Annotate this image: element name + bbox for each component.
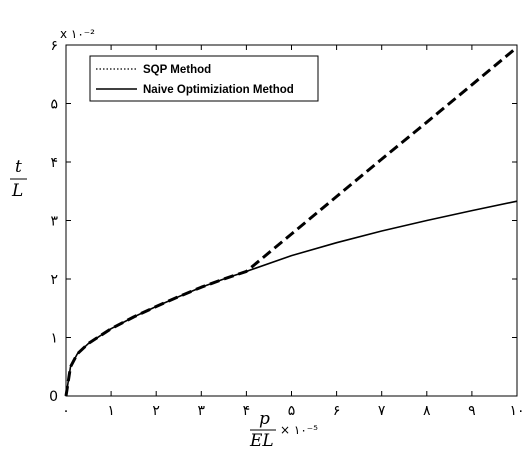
- series-lines: [64, 46, 518, 397]
- legend-label-naive: Naive Optimiziation Method: [143, 84, 294, 96]
- x-label-numerator: p: [259, 409, 270, 429]
- y-tick-label: ۴: [50, 155, 58, 171]
- x-tick-label: ۸: [423, 403, 431, 419]
- x-axis-label: p EL × ۱۰⁻⁵: [249, 409, 318, 450]
- axis-ticks: ۰ ۱ ۲ ۳ ۴ ۵ ۶ ۷ ۸ ۹ ۱۰ 0 ۱ ۲ ۳ ۴ ۵ ۶: [49, 38, 522, 419]
- y-tick-label: ۵: [50, 97, 58, 113]
- legend: SQP Method Naive Optimiziation Method: [89, 55, 319, 102]
- legend-box: [89, 55, 319, 102]
- x-label-multiplier: × ۱۰⁻⁵: [280, 423, 318, 437]
- x-tick-label: ۴: [243, 403, 251, 419]
- x-tick-label: ۳: [198, 403, 206, 419]
- y-tick-label: ۲: [50, 272, 58, 288]
- y-tick-label: ۶: [50, 38, 58, 54]
- series-line-1: [65, 200, 518, 397]
- y-multiplier: x ۱۰⁻²: [60, 27, 95, 41]
- x-tick-label: ۰: [62, 403, 70, 419]
- x-tick-label: ۱: [107, 403, 115, 419]
- x-tick-label: ۱۰: [509, 403, 522, 419]
- y-label-numerator: t: [15, 157, 22, 177]
- x-tick-label: ۶: [333, 403, 341, 419]
- y-tick-label: ۱: [50, 331, 58, 347]
- y-axis-label: t L: [10, 157, 27, 201]
- x-tick-label: ۲: [152, 403, 160, 419]
- legend-label-sqp: SQP Method: [143, 64, 211, 76]
- y-tick-label: 0: [49, 389, 58, 405]
- x-tick-label: ۷: [378, 403, 386, 419]
- y-tick-label: ۳: [50, 214, 58, 230]
- x-label-denominator: EL: [249, 431, 274, 450]
- x-tick-label: ۵: [288, 403, 296, 419]
- x-tick-label: ۹: [468, 403, 476, 419]
- y-label-denominator: L: [11, 181, 23, 201]
